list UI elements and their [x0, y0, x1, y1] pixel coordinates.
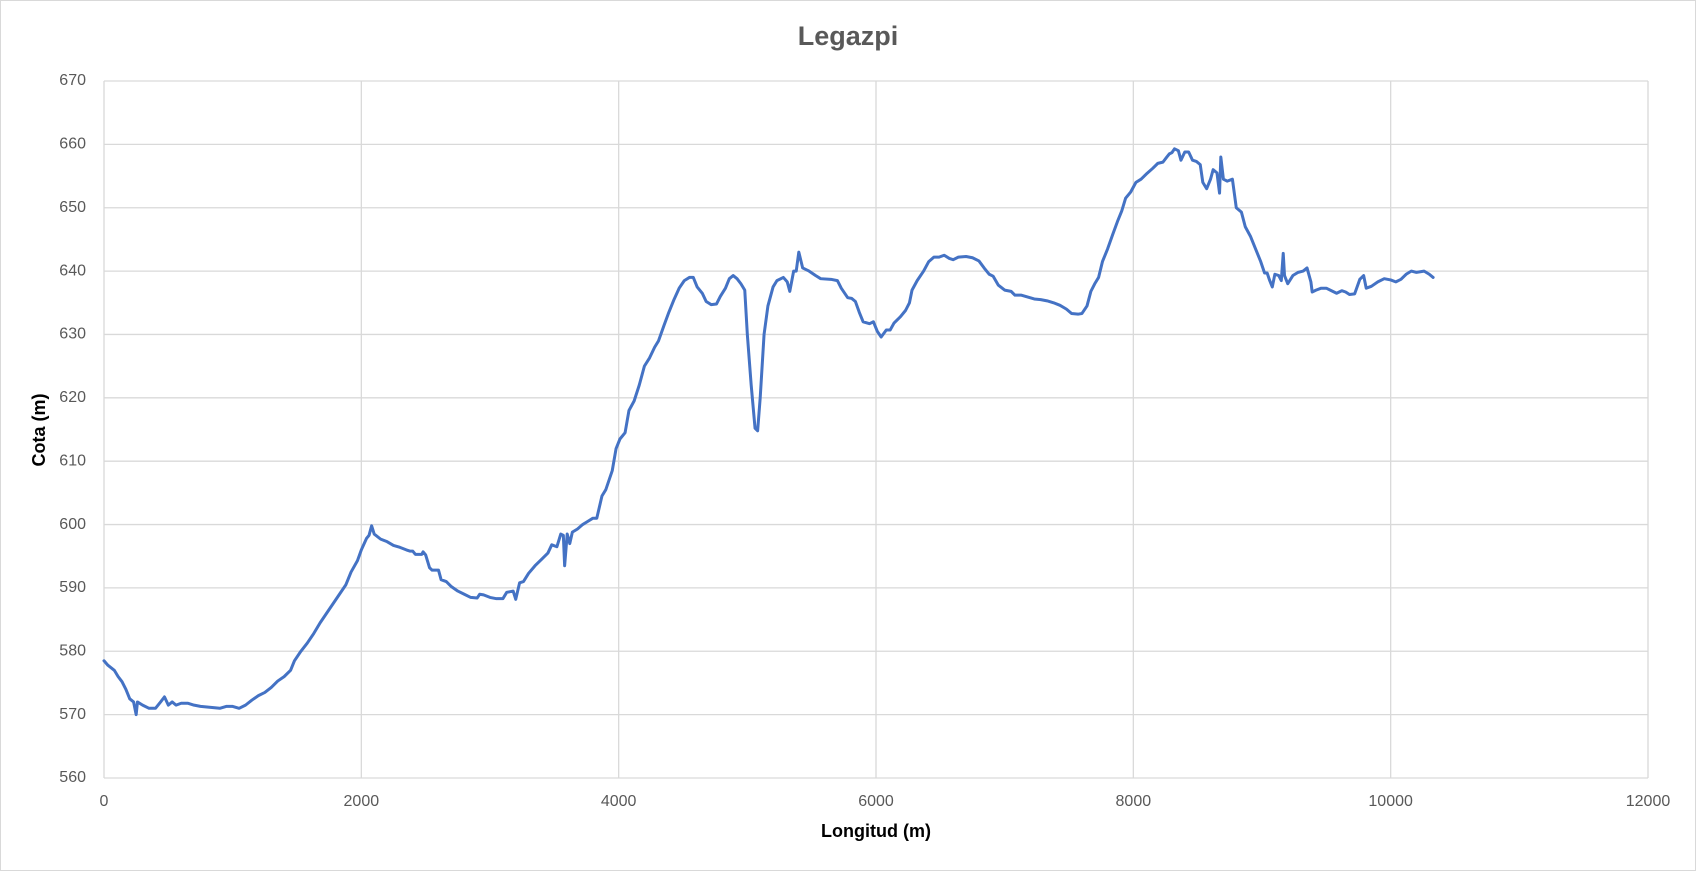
y-tick-label: 600 — [59, 516, 86, 533]
x-tick-label: 12000 — [1626, 793, 1671, 810]
y-tick-label: 630 — [59, 326, 86, 343]
x-tick-label: 2000 — [344, 793, 380, 810]
y-tick-label: 650 — [59, 199, 86, 216]
chart-title: Legazpi — [798, 21, 899, 51]
x-tick-label: 0 — [100, 793, 109, 810]
x-axis-title: Longitud (m) — [821, 821, 931, 841]
y-tick-label: 560 — [59, 769, 86, 786]
x-tick-label: 8000 — [1116, 793, 1152, 810]
y-tick-label: 590 — [59, 579, 86, 596]
y-tick-label: 620 — [59, 389, 86, 406]
series-line — [102, 147, 1435, 717]
y-tick-label: 570 — [59, 706, 86, 723]
x-tick-label: 4000 — [601, 793, 637, 810]
x-tick-label: 10000 — [1368, 793, 1413, 810]
x-tick-label: 6000 — [858, 793, 894, 810]
y-tick-label: 670 — [59, 72, 86, 89]
y-tick-label: 660 — [59, 136, 86, 153]
y-tick-label: 580 — [59, 642, 86, 659]
y-tick-label: 640 — [59, 262, 86, 279]
y-axis-title: Cota (m) — [29, 394, 49, 467]
y-tick-label: 610 — [59, 452, 86, 469]
